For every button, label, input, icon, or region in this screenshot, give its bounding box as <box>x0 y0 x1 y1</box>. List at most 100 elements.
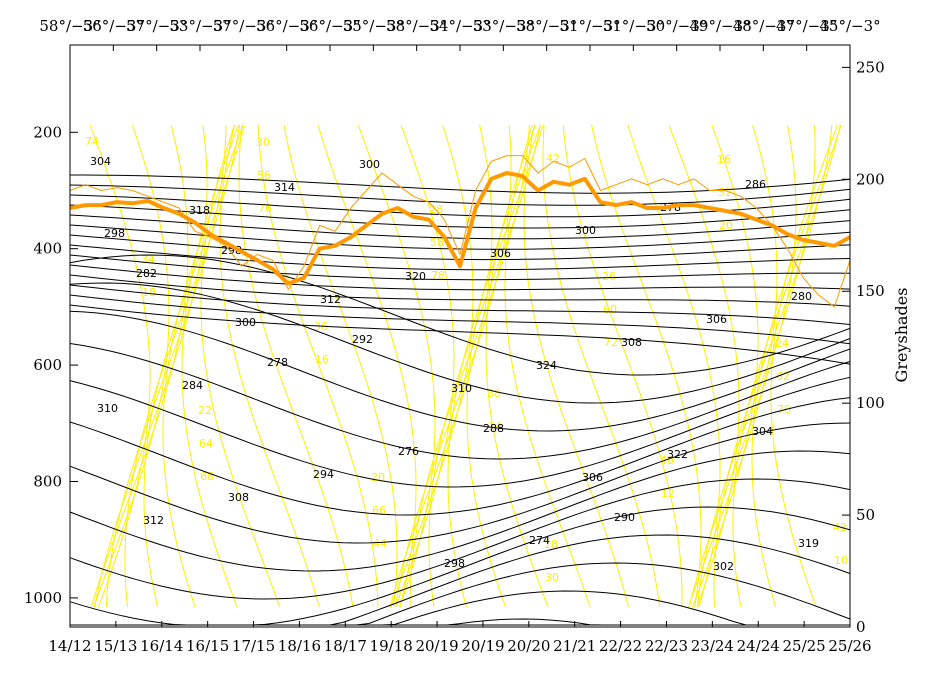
yellow-contour-label: 16 <box>717 153 731 166</box>
black-contour-line <box>70 590 850 626</box>
yellow-contour-label: 74 <box>85 135 99 148</box>
black-contour-label: 300 <box>235 316 256 329</box>
bottom-tick-label: 16/15 <box>186 637 229 655</box>
top-tick-label: 57°/−3° <box>126 17 187 35</box>
black-contour-label: 288 <box>483 422 504 435</box>
yellow-contour-label: 78 <box>431 269 445 282</box>
yellow-contour-line <box>504 124 591 608</box>
yellow-contour-line <box>162 124 244 608</box>
black-contour-label: 302 <box>713 560 734 573</box>
bottom-tick-label: 20/19 <box>461 637 504 655</box>
black-contour-label: 310 <box>451 382 472 395</box>
black-contour-label: 319 <box>798 537 819 550</box>
yellow-contour-line <box>696 124 816 608</box>
bottom-tick-label: 25/25 <box>783 637 826 655</box>
yellow-contour-label: 38 <box>487 387 501 400</box>
black-contour-label: 304 <box>90 155 111 168</box>
bottom-tick-label: 19/18 <box>370 637 413 655</box>
black-contour-line <box>69 450 851 572</box>
yellow-contour-label: 16 <box>315 353 329 366</box>
bottom-tick-label: 15/13 <box>94 637 137 655</box>
yellow-contour-label: 76 <box>258 202 272 215</box>
yellow-contour-line <box>283 124 398 608</box>
yellow-contour-label: 64 <box>199 437 213 450</box>
right-tick-label: 150 <box>856 282 885 300</box>
yellow-contour-label: 20 <box>719 219 733 232</box>
top-tick-label: 45°/−3° <box>819 17 880 35</box>
left-axis: 200 400 600 800 1000 <box>24 123 78 607</box>
top-tick-label: 48°/−3° <box>733 17 794 35</box>
yellow-contour-line <box>591 124 702 608</box>
bottom-tick-label: 16/14 <box>140 637 183 655</box>
yellow-contour-line <box>692 124 759 608</box>
black-contour-line <box>69 274 851 307</box>
yellow-contour-line <box>94 124 208 608</box>
top-tick-label: 56°/−3° <box>256 17 317 35</box>
black-contour-label: 304 <box>752 425 773 438</box>
left-tick-label: 600 <box>33 356 62 374</box>
right-axis-label: Greyshades <box>892 288 911 383</box>
black-contour-line <box>69 397 851 516</box>
black-contour-label: 290 <box>614 511 635 524</box>
bottom-tick-label: 22/22 <box>599 637 642 655</box>
yellow-contour-line <box>713 124 833 608</box>
yellow-contour-line <box>181 124 239 608</box>
yellow-contour-label: 56 <box>257 169 271 182</box>
black-contour-label: 298 <box>104 227 125 240</box>
yellow-contour-label: 60 <box>603 303 617 316</box>
right-tick-label: 0 <box>856 618 866 636</box>
right-tick-label: 250 <box>856 58 885 76</box>
series-layer <box>69 155 851 308</box>
black-contour-label: 292 <box>352 333 373 346</box>
top-tick-label: 50°/−3° <box>646 17 707 35</box>
black-contour-line <box>69 310 851 432</box>
yellow-contour-line <box>770 124 838 608</box>
yellow-contour-line <box>428 124 541 608</box>
right-tick-label: 100 <box>856 394 885 412</box>
yellow-contour-line <box>409 124 530 608</box>
top-tick-label: 53°/−3° <box>169 17 230 35</box>
black-contour-line <box>69 254 851 281</box>
yellow-contour-line <box>466 124 541 608</box>
top-tick-label: 58°/−3° <box>39 17 100 35</box>
yellow-contour-label: 24 <box>775 337 789 350</box>
bottom-tick-label: 21/21 <box>553 637 596 655</box>
yellow-contour-label: 10 <box>834 554 848 567</box>
right-tick-label: 50 <box>856 506 875 524</box>
black-contour-label: 280 <box>791 290 812 303</box>
yellow-contour-label: 30 <box>545 571 559 584</box>
black-contour-label: 308 <box>228 491 249 504</box>
black-contour-label: 308 <box>621 336 642 349</box>
bottom-tick-label: 20/20 <box>507 637 550 655</box>
black-contour-label: 310 <box>97 402 118 415</box>
black-contour-line <box>70 174 851 194</box>
yellow-contour-label: 14 <box>488 420 502 433</box>
top-tick-label: 56°/−3° <box>299 17 360 35</box>
bottom-tick-label: 24/24 <box>737 637 780 655</box>
black-contour-line <box>69 343 851 460</box>
yellow-contour-line <box>219 124 320 608</box>
yellow-contour-line <box>523 124 629 608</box>
left-tick-label: 800 <box>33 473 62 491</box>
bottom-tick-label: 25/26 <box>828 637 871 655</box>
yellow-contour-label: 44 <box>373 537 387 550</box>
yellow-contour-line <box>357 124 436 608</box>
black-contour-label: 300 <box>575 224 596 237</box>
black-contour-label: 294 <box>313 468 334 481</box>
top-tick-label: 51°/−3° <box>559 17 620 35</box>
black-contour-label: 318 <box>189 204 210 217</box>
yellow-contour-line <box>389 124 493 608</box>
bottom-tick-label: 17/15 <box>232 637 275 655</box>
yellow-contour-line <box>395 124 455 608</box>
yellow-contour-label: 22 <box>198 404 212 417</box>
bottom-tick-label: 23/24 <box>691 637 734 655</box>
top-tick-label: 55°/−3° <box>343 17 404 35</box>
black-contours: 3042982922882902862822782762742782802842… <box>69 155 851 626</box>
left-tick-label: 1000 <box>24 589 62 607</box>
black-contour-line <box>69 214 851 240</box>
yellow-contour-label: 42 <box>546 152 560 165</box>
top-tick-label: 53°/−3° <box>473 17 534 35</box>
yellow-contour-line <box>390 124 474 608</box>
black-contour-label: 286 <box>745 178 766 191</box>
thick-series-line <box>69 171 851 286</box>
